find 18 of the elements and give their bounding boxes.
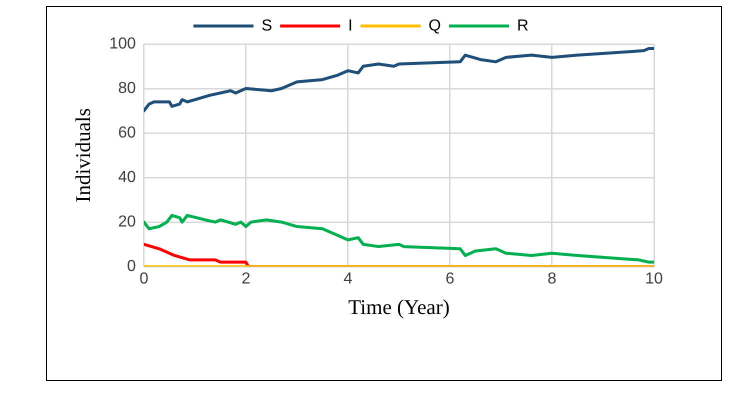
legend-label: R xyxy=(517,17,529,34)
y-tick-label: 100 xyxy=(109,35,136,52)
x-tick-label: 2 xyxy=(241,270,250,288)
y-tick-label: 60 xyxy=(118,124,136,142)
legend-label: S xyxy=(261,17,272,34)
y-axis-title: Individuals xyxy=(71,108,96,203)
x-axis-title: Time (Year) xyxy=(348,294,450,319)
x-tick-label: 10 xyxy=(645,270,663,288)
x-tick-label: 6 xyxy=(446,270,455,288)
legend-label: I xyxy=(348,17,353,34)
y-tick-label: 40 xyxy=(118,168,136,186)
x-tick-label: 4 xyxy=(343,270,352,288)
y-tick-label: 80 xyxy=(118,80,136,97)
y-tick-label: 0 xyxy=(126,258,136,276)
x-tick-label: 8 xyxy=(548,270,557,288)
legend-label: Q xyxy=(428,17,442,34)
x-tick-label: 0 xyxy=(139,270,148,288)
y-tick-label: 20 xyxy=(118,213,136,230)
